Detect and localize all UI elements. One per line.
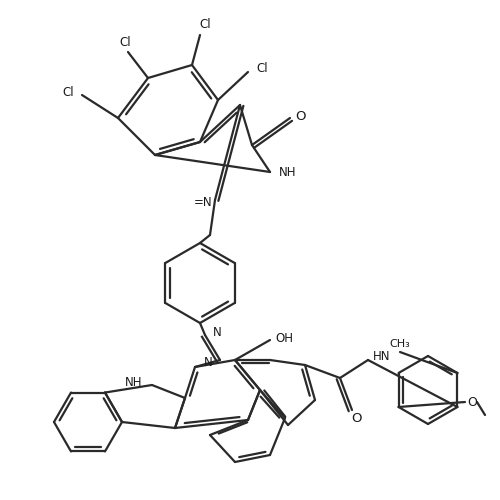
Text: Cl: Cl	[119, 36, 131, 49]
Text: HN: HN	[373, 350, 391, 364]
Text: O: O	[352, 412, 362, 424]
Text: Cl: Cl	[62, 86, 74, 100]
Text: N: N	[204, 356, 212, 370]
Text: CH₃: CH₃	[390, 339, 410, 349]
Text: O: O	[467, 396, 477, 408]
Text: N: N	[212, 326, 222, 338]
Text: OH: OH	[275, 332, 293, 344]
Text: NH: NH	[125, 376, 143, 390]
Text: Cl: Cl	[256, 62, 268, 74]
Text: =N: =N	[194, 196, 212, 209]
Text: O: O	[295, 110, 305, 122]
Text: NH: NH	[279, 166, 297, 178]
Text: Cl: Cl	[199, 18, 211, 32]
